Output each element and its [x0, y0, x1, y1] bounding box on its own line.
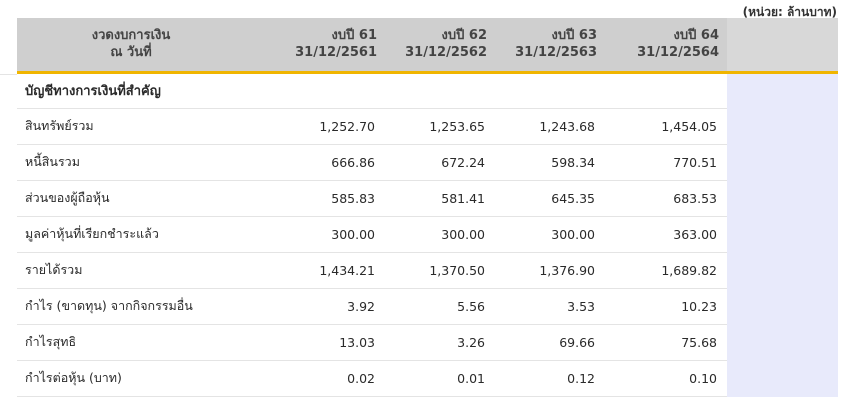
table-header-row: งวดงบการเงิน ณ วันที่ งบปี 61 31/12/2561…	[17, 18, 838, 74]
table-row: กำไรต่อหุ้น (บาท) 0.02 0.01 0.12 0.10	[17, 360, 838, 397]
value-cell: 5.56	[385, 288, 495, 325]
value-cell: 666.86	[217, 144, 385, 181]
value-cell: 581.41	[385, 180, 495, 217]
row-label: ส่วนของผู้ถือหุ้น	[17, 180, 217, 217]
highlight-cell	[727, 216, 838, 253]
section-row: บัญชีทางการเงินที่สำคัญ	[17, 72, 838, 109]
period-header-line1: งวดงบการเงิน	[91, 28, 171, 44]
highlight-cell	[727, 324, 838, 361]
value-cell: 300.00	[385, 216, 495, 253]
period-header: งวดงบการเงิน ณ วันที่	[17, 18, 217, 74]
row-label: มูลค่าหุ้นที่เรียกชำระแล้ว	[17, 216, 217, 253]
year-header-name: งบปี 64	[673, 28, 719, 44]
empty-cell	[217, 72, 385, 109]
value-cell: 0.12	[495, 360, 605, 397]
year-header-date: 31/12/2562	[405, 45, 487, 61]
highlight-cell	[727, 288, 838, 325]
value-cell: 13.03	[217, 324, 385, 361]
value-cell: 1,376.90	[495, 252, 605, 289]
value-cell: 300.00	[495, 216, 605, 253]
value-cell: 0.02	[217, 360, 385, 397]
table-row: กำไรสุทธิ 13.03 3.26 69.66 75.68	[17, 324, 838, 361]
value-cell: 585.83	[217, 180, 385, 217]
highlight-cell	[727, 180, 838, 217]
year-header-name: งบปี 62	[441, 28, 487, 44]
empty-header-cell	[727, 18, 838, 74]
table-row: รายได้รวม 1,434.21 1,370.50 1,376.90 1,689.8…	[17, 252, 838, 289]
row-label: รายได้รวม	[17, 252, 217, 289]
section-title: บัญชีทางการเงินที่สำคัญ	[17, 72, 217, 109]
empty-cell	[385, 72, 495, 109]
value-cell: 598.34	[495, 144, 605, 181]
financial-summary-table: งวดงบการเงิน ณ วันที่ งบปี 61 31/12/2561…	[17, 18, 838, 397]
value-cell: 1,243.68	[495, 108, 605, 145]
highlight-cell	[727, 360, 838, 397]
year-header-2561: งบปี 61 31/12/2561	[217, 18, 385, 74]
empty-cell	[495, 72, 605, 109]
value-cell: 3.53	[495, 288, 605, 325]
value-cell: 1,454.05	[605, 108, 727, 145]
row-label: กำไรต่อหุ้น (บาท)	[17, 360, 217, 397]
left-edge-divider	[0, 74, 17, 406]
year-header-date: 31/12/2563	[515, 45, 597, 61]
value-cell: 1,434.21	[217, 252, 385, 289]
year-header-name: งบปี 61	[331, 28, 377, 44]
value-cell: 69.66	[495, 324, 605, 361]
highlight-cell	[727, 108, 838, 145]
value-cell: 1,370.50	[385, 252, 495, 289]
table-row: หนี้สินรวม 666.86 672.24 598.34 770.51	[17, 144, 838, 181]
row-label: หนี้สินรวม	[17, 144, 217, 181]
table-row: มูลค่าหุ้นที่เรียกชำระแล้ว 300.00 300.00 30…	[17, 216, 838, 253]
year-header-2562: งบปี 62 31/12/2562	[385, 18, 495, 74]
unit-note: (หน่วย: ล้านบาท)	[742, 5, 837, 19]
period-header-line2: ณ วันที่	[110, 45, 152, 61]
year-header-date: 31/12/2561	[295, 45, 377, 61]
value-cell: 672.24	[385, 144, 495, 181]
value-cell: 683.53	[605, 180, 727, 217]
row-label: กำไร (ขาดทุน) จากกิจกรรมอื่น	[17, 288, 217, 325]
row-label: กำไรสุทธิ	[17, 324, 217, 361]
value-cell: 363.00	[605, 216, 727, 253]
table-row: กำไร (ขาดทุน) จากกิจกรรมอื่น 3.92 5.56 3.53…	[17, 288, 838, 325]
value-cell: 300.00	[217, 216, 385, 253]
value-cell: 1,252.70	[217, 108, 385, 145]
year-header-name: งบปี 63	[551, 28, 597, 44]
value-cell: 0.10	[605, 360, 727, 397]
row-label: สินทรัพย์รวม	[17, 108, 217, 145]
table-row: สินทรัพย์รวม 1,252.70 1,253.65 1,243.68 1,45…	[17, 108, 838, 145]
highlight-cell	[727, 72, 838, 109]
year-header-date: 31/12/2564	[637, 45, 719, 61]
table-row: ส่วนของผู้ถือหุ้น 585.83 581.41 645.35 683.5…	[17, 180, 838, 217]
value-cell: 75.68	[605, 324, 727, 361]
year-header-2564: งบปี 64 31/12/2564	[605, 18, 727, 74]
empty-cell	[605, 72, 727, 109]
value-cell: 645.35	[495, 180, 605, 217]
value-cell: 1,689.82	[605, 252, 727, 289]
highlight-cell	[727, 252, 838, 289]
highlight-cell	[727, 144, 838, 181]
financial-table-container: งวดงบการเงิน ณ วันที่ งบปี 61 31/12/2561…	[17, 18, 838, 397]
year-header-2563: งบปี 63 31/12/2563	[495, 18, 605, 74]
value-cell: 3.92	[217, 288, 385, 325]
value-cell: 10.23	[605, 288, 727, 325]
value-cell: 3.26	[385, 324, 495, 361]
value-cell: 0.01	[385, 360, 495, 397]
value-cell: 770.51	[605, 144, 727, 181]
value-cell: 1,253.65	[385, 108, 495, 145]
